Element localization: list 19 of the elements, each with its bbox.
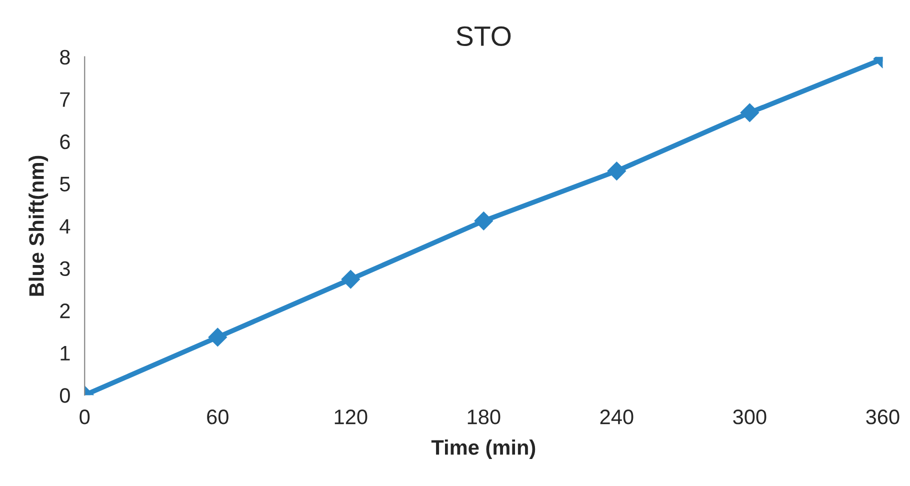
y-tick-label: 1 [60, 346, 70, 360]
y-tick-label: 6 [60, 134, 70, 150]
x-tick-label: 300 [733, 410, 766, 424]
y-tick-label: 2 [60, 304, 70, 318]
y-tick-label: 4 [60, 219, 70, 234]
x-tick-label: 0 [80, 410, 90, 424]
x-tick-label: 180 [468, 410, 500, 424]
x-tick-label: 240 [600, 410, 634, 424]
x-tick-label: 120 [334, 410, 368, 424]
y-tick-label: 7 [60, 92, 70, 107]
y-axis-title: Blue Shift(nm) [28, 156, 48, 296]
x-axis-title: Time (min) [431, 440, 536, 459]
x-tick-label: 360 [866, 410, 900, 424]
y-tick-label: 0 [60, 388, 70, 403]
y-tick-label: 8 [60, 50, 70, 65]
chart-title: STO [456, 26, 511, 46]
y-tick-label: 5 [60, 176, 70, 192]
x-tick-label: 60 [207, 410, 228, 424]
y-tick-label: 3 [60, 261, 70, 276]
